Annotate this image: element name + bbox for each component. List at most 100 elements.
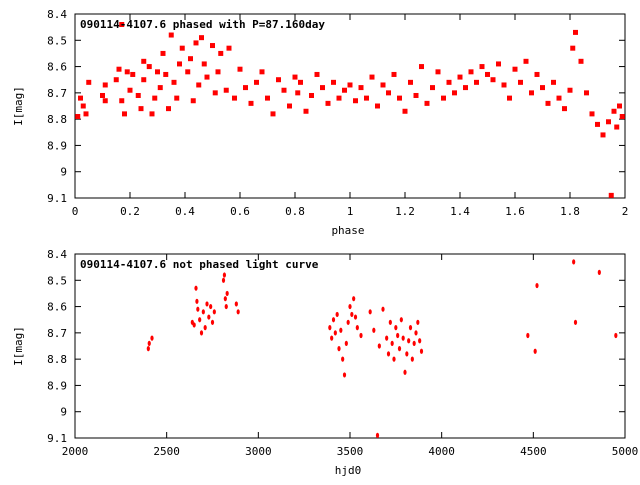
- unphased-data-point: [573, 319, 578, 325]
- unphased-data-point: [397, 346, 402, 352]
- unphased-y-tick-label: 8.9: [47, 379, 67, 392]
- phased-data-point: [463, 85, 468, 91]
- unphased-panel: 2000 2500 3000 3500 4000 4500 5000 8.48.58.68.…: [12, 248, 638, 477]
- phased-y-ticks: 8.4 8.5 8.6 8.7 8.8 8.9 9 9.1: [47, 8, 625, 205]
- phased-data-point: [391, 71, 397, 77]
- phased-data-point: [619, 114, 625, 120]
- unphased-data-point: [535, 282, 539, 289]
- phased-data-point: [188, 56, 193, 62]
- phased-data-point: [135, 92, 141, 98]
- unphased-data-point: [375, 432, 380, 438]
- phased-x-ticks: 0 0.2 0.4 0.6 0.8 1 1.2 1.4 1.6 1.8 2: [72, 14, 628, 218]
- phased-y-tick-label: 8.9: [47, 139, 67, 152]
- phased-data-point: [325, 100, 331, 106]
- unphased-data-point: [352, 296, 356, 302]
- phased-data-point: [199, 35, 204, 41]
- unphased-data-point: [146, 346, 150, 352]
- unphased-data-point: [408, 325, 413, 331]
- phased-x-tick-label: 1: [347, 205, 354, 218]
- unphased-data-point: [346, 319, 350, 325]
- phased-data-point: [413, 92, 419, 98]
- phased-data-point: [490, 77, 496, 83]
- phased-data-point: [185, 69, 191, 75]
- phased-panel: 0 0.2 0.4 0.6 0.8 1 1.2 1.4 1.6 1.8 2 8.4 8.5 8.6 8.7…: [12, 8, 628, 237]
- phased-data-point: [141, 77, 147, 83]
- phased-data-point: [551, 79, 556, 85]
- phased-x-axis-label: phase: [331, 224, 364, 237]
- phased-data-point: [556, 95, 562, 101]
- unphased-data-point: [333, 330, 337, 336]
- phased-data-point: [232, 95, 237, 101]
- phased-y-tick-label: 8.4: [47, 8, 67, 21]
- phased-data-point: [149, 111, 155, 117]
- phased-data-point: [243, 85, 248, 91]
- unphased-data-point: [403, 369, 407, 375]
- phased-data-point: [276, 77, 281, 83]
- phased-data-point: [124, 69, 130, 75]
- phased-data-point: [215, 69, 221, 75]
- phased-data-point: [309, 92, 314, 98]
- unphased-data-point: [337, 346, 341, 352]
- phased-data-point: [320, 85, 325, 91]
- unphased-data-point: [355, 325, 359, 331]
- phased-data-point: [534, 71, 540, 77]
- phased-data-point: [281, 87, 287, 93]
- phased-data-point: [589, 111, 595, 117]
- unphased-y-tick-label: 8.4: [47, 248, 67, 261]
- unphased-y-axis-label: I[mag]: [12, 326, 25, 366]
- phased-data-point: [408, 79, 413, 85]
- phased-x-tick-label: 1.8: [560, 205, 580, 218]
- unphased-data-point: [405, 351, 409, 357]
- phased-data-point: [353, 98, 358, 104]
- unphased-data-point: [201, 309, 205, 315]
- unphased-data-point: [368, 309, 372, 315]
- phased-data-point: [174, 95, 180, 101]
- phased-title: 090114-4107.6 phased with P=87.160day: [80, 18, 325, 31]
- phased-data-point: [303, 108, 309, 114]
- phased-data-point: [474, 79, 479, 85]
- phased-data-point: [270, 111, 276, 117]
- phased-data-point: [468, 69, 474, 75]
- phased-data-point: [600, 132, 606, 138]
- phased-data-point: [223, 87, 229, 93]
- phased-data-point: [457, 74, 463, 80]
- phased-data-point: [171, 79, 177, 85]
- phased-data-point: [295, 90, 301, 96]
- unphased-data-point: [207, 314, 211, 320]
- phased-data-point: [210, 43, 215, 49]
- unphased-data-point: [339, 327, 343, 333]
- unphased-data-point: [225, 290, 229, 297]
- unphased-x-tick-label: 2000: [62, 445, 89, 458]
- unphased-data-point: [212, 309, 216, 315]
- unphased-data-point: [221, 277, 226, 283]
- unphased-data-point: [414, 330, 418, 336]
- phased-data-point: [83, 111, 89, 117]
- unphased-data-point: [407, 338, 411, 344]
- phased-data-point: [540, 85, 545, 91]
- phased-x-tick-label: 0.8: [285, 205, 305, 218]
- phased-data-point: [529, 90, 534, 96]
- phased-data-point: [100, 92, 105, 98]
- phased-data-point: [218, 50, 224, 56]
- unphased-x-tick-label: 2500: [153, 445, 180, 458]
- phased-data-point: [485, 71, 490, 77]
- unphased-data-point: [412, 340, 416, 346]
- unphased-data-point: [224, 303, 228, 310]
- phased-data-point: [292, 74, 298, 80]
- phased-data-point: [386, 90, 391, 96]
- phased-data-point: [435, 69, 441, 75]
- unphased-data-point: [418, 338, 422, 344]
- unphased-data-point: [597, 269, 601, 275]
- phased-x-tick-label: 1.4: [450, 205, 470, 218]
- unphased-data-point: [419, 348, 424, 354]
- unphased-data-point: [236, 309, 240, 315]
- phased-data-point: [446, 79, 452, 85]
- unphased-data-point: [341, 356, 345, 362]
- phased-data-point: [567, 87, 573, 93]
- unphased-data-point: [572, 259, 576, 265]
- unphased-data-point: [392, 356, 396, 362]
- phased-data-point: [397, 95, 402, 101]
- unphased-x-tick-label: 5000: [612, 445, 639, 458]
- phased-data-point: [254, 79, 259, 85]
- phased-y-axis-label: I[mag]: [12, 86, 25, 126]
